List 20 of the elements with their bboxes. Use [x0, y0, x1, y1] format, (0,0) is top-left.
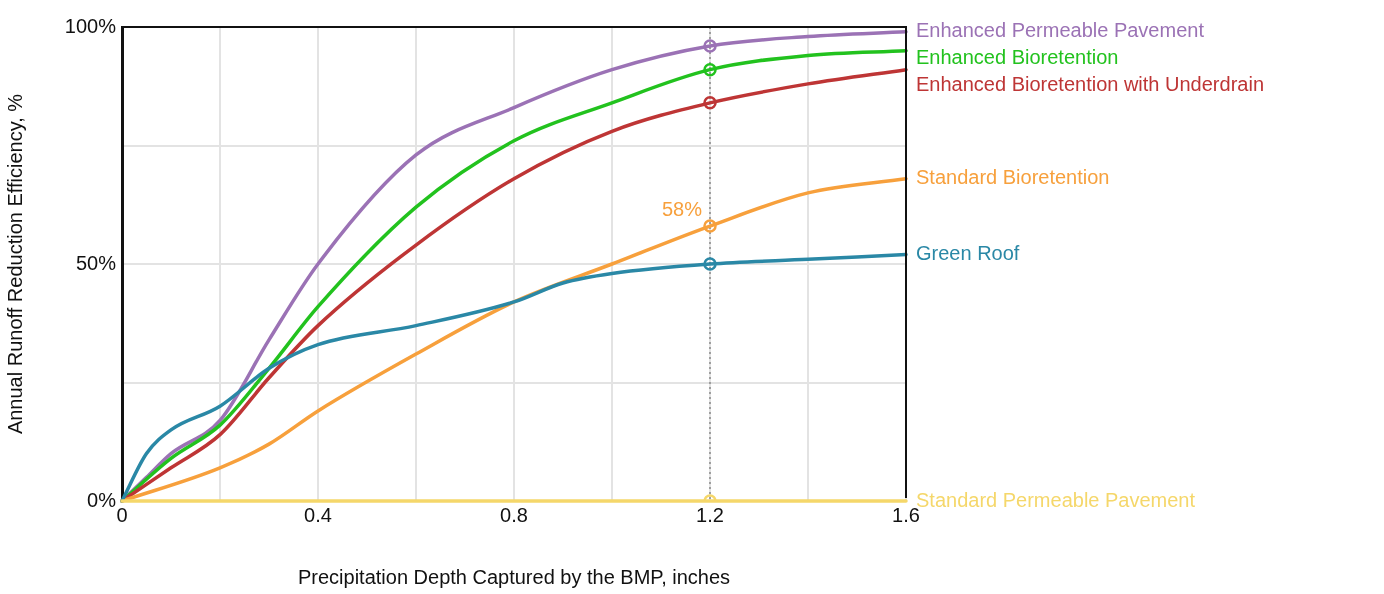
y-tick-label: 0% — [87, 488, 117, 511]
point — [703, 39, 717, 53]
point — [703, 219, 717, 233]
series-label: Green Roof — [916, 242, 1020, 265]
series-label: Standard Bioretention — [916, 166, 1110, 189]
x-axis-title: Precipitation Depth Captured by the BMP, inches — [297, 565, 731, 588]
point — [703, 96, 717, 110]
series-label: Enhanced Permeable Pavement — [916, 19, 1205, 42]
point — [703, 257, 717, 271]
x-tick-label: 0.4 — [304, 503, 332, 526]
y-tick-label: 50% — [75, 251, 117, 274]
annotation: 58% — [661, 197, 703, 220]
point — [703, 62, 717, 77]
y-tick-label: 100% — [64, 14, 117, 37]
y-axis-title: Annual Runoff Reduction Efficiency, % — [3, 93, 26, 435]
x-tick-label: 0 — [116, 503, 128, 526]
x-tick-label: 1.2 — [696, 503, 724, 526]
x-tick-label: 0.8 — [500, 503, 528, 526]
series-label: Enhanced Bioretention — [916, 46, 1119, 69]
series-label: Enhanced Bioretention with Underdrain — [916, 73, 1264, 96]
